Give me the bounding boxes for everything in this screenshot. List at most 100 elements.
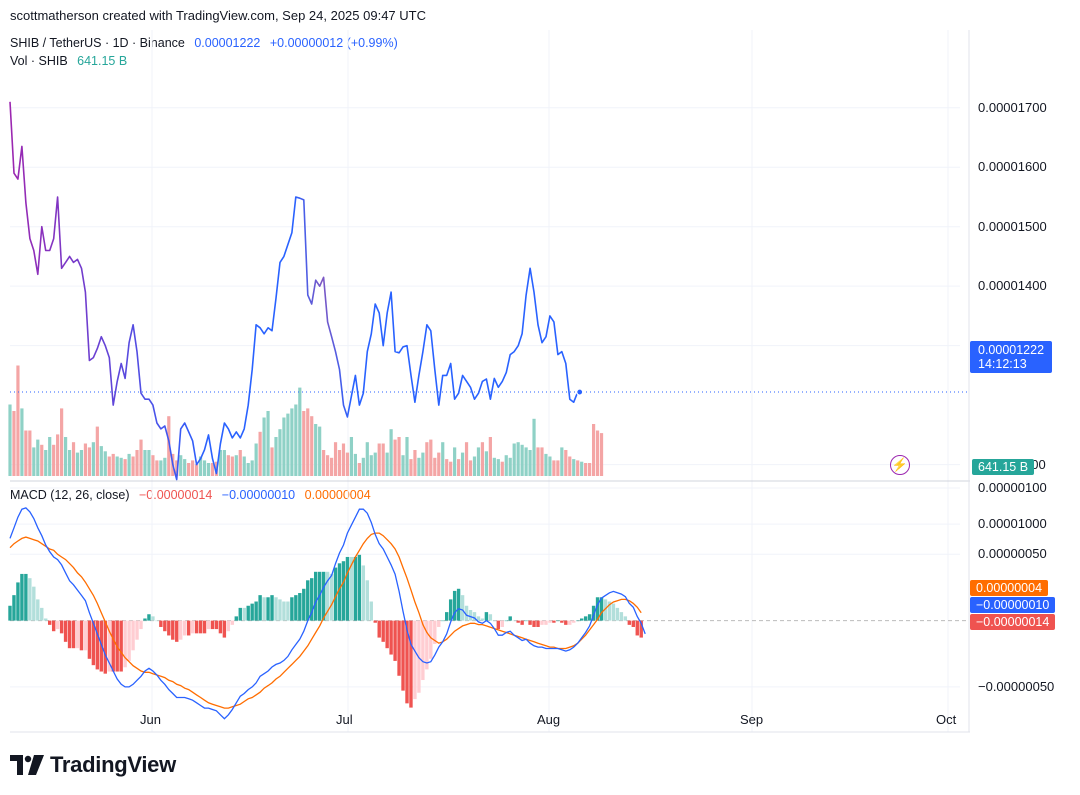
macd-histogram-bar <box>425 620 429 670</box>
macd-histogram-bar <box>230 620 235 625</box>
macd-histogram-bar <box>639 620 643 638</box>
macd-histogram-bar <box>63 620 68 642</box>
tradingview-logo[interactable]: TradingView <box>10 752 176 778</box>
macd-histogram-bar <box>262 597 266 621</box>
macd-histogram-bar <box>194 620 199 634</box>
volume-bar <box>36 439 40 476</box>
volume-bar <box>460 452 465 476</box>
macd-histogram-bar <box>512 620 516 622</box>
volume-bar <box>282 417 286 476</box>
volume-bar <box>135 450 139 476</box>
macd-histogram-bar <box>71 620 76 649</box>
volume-bar <box>24 430 28 476</box>
volume-bar <box>385 452 389 476</box>
volume-bar <box>322 450 326 476</box>
volume-bar <box>560 447 564 476</box>
volume-bar <box>373 452 377 476</box>
price-axis-tick: 0.00001600 <box>978 159 1047 175</box>
macd-histogram-bar <box>143 618 147 621</box>
macd-histogram-bar <box>198 620 203 634</box>
macd-histogram-bar <box>186 620 191 636</box>
macd-histogram-bar <box>556 620 560 622</box>
volume-bar <box>365 442 369 476</box>
macd-histogram-bar <box>238 607 242 621</box>
volume-bar <box>63 437 68 476</box>
volume-bar <box>437 452 441 476</box>
macd-histogram-bar <box>91 620 96 666</box>
volume-bar <box>258 431 262 476</box>
tradingview-logo-icon <box>10 755 44 775</box>
macd-histogram-bar <box>242 607 246 621</box>
lightning-icon[interactable]: ⚡ <box>890 455 910 475</box>
volume-bar <box>79 450 84 476</box>
macd-histogram-bar <box>79 620 84 651</box>
volume-bar <box>449 461 453 476</box>
volume-bar <box>421 452 425 476</box>
volume-bar <box>520 444 524 476</box>
symbol-legend[interactable]: SHIB / TetherUS · 1D · Binance 0.0000122… <box>10 36 404 50</box>
volume-bar <box>512 443 516 476</box>
macd-histogram-bar <box>67 620 72 649</box>
volume-bar <box>580 461 584 476</box>
volume-legend[interactable]: Vol · SHIB 641.15 B <box>10 54 133 68</box>
price-axis-tick: 0.00001500 <box>978 218 1047 234</box>
volume-bar <box>409 459 413 476</box>
volume-bar <box>167 416 171 476</box>
volume-bar <box>369 455 373 476</box>
volume-bar <box>12 411 16 476</box>
macd-histogram-bar <box>44 618 48 621</box>
macd-histogram-bar <box>544 620 548 625</box>
macd-histogram-bar <box>266 597 270 621</box>
macd-histogram-bar <box>182 620 187 636</box>
macd-axis-tick: 0.00000050 <box>978 546 1047 562</box>
macd-histogram-bar <box>532 620 536 627</box>
macd-histogram-bar <box>583 616 588 621</box>
symbol-price: 0.00001222 <box>194 36 261 50</box>
macd-histogram-bar <box>389 620 393 655</box>
price-line <box>9 101 579 481</box>
volume-bar <box>103 451 107 476</box>
macd-histogram-bar <box>234 616 238 621</box>
volume-bar <box>484 451 488 476</box>
volume-bar <box>401 455 405 476</box>
macd-histogram-bar <box>87 620 92 659</box>
macd-histogram-bar <box>111 620 115 672</box>
volume-bar <box>198 456 203 476</box>
macd-histogram-bar <box>615 607 620 621</box>
volume-bar <box>290 408 294 476</box>
macd-histogram-bar <box>468 610 473 621</box>
volume-bar <box>159 460 163 476</box>
volume-bar <box>191 460 195 476</box>
volume-bar <box>393 439 397 476</box>
volume-bar <box>147 450 151 476</box>
countdown-value: 14:12:13 <box>978 357 1027 371</box>
macd-legend[interactable]: MACD (12, 26, close) −0.00000014 −0.0000… <box>10 488 377 502</box>
macd-histogram-bar <box>397 620 401 676</box>
volume-bar <box>8 404 12 476</box>
macd-histogram-bar <box>127 620 131 661</box>
volume-bar <box>56 434 60 476</box>
macd-axis-tick: −0.00000050 <box>978 678 1055 694</box>
volume-bar <box>464 442 469 476</box>
volume-bar <box>425 442 429 476</box>
macd-histogram-bar <box>488 614 493 621</box>
volume-bar <box>218 450 223 476</box>
macd-histogram-bar <box>413 620 417 700</box>
macd-histogram-bar <box>159 620 163 627</box>
volume-bar <box>175 460 179 476</box>
price-axis-tick: 0.00001000 <box>978 516 1047 532</box>
macd-histogram-bar <box>401 620 405 691</box>
volume-bar <box>568 456 572 476</box>
macd-histogram-bar <box>103 620 107 674</box>
volume-bar <box>413 450 417 476</box>
macd-histogram-bar <box>520 620 524 625</box>
macd-histogram-bar <box>591 605 596 621</box>
macd-histogram-bar <box>568 620 572 625</box>
volume-bar <box>71 442 76 476</box>
macd-histogram-bar <box>357 554 362 621</box>
volume-bar <box>377 443 381 476</box>
macd-histogram-bar <box>274 597 278 621</box>
volume-bar <box>417 457 421 476</box>
volume-bar <box>294 404 298 476</box>
